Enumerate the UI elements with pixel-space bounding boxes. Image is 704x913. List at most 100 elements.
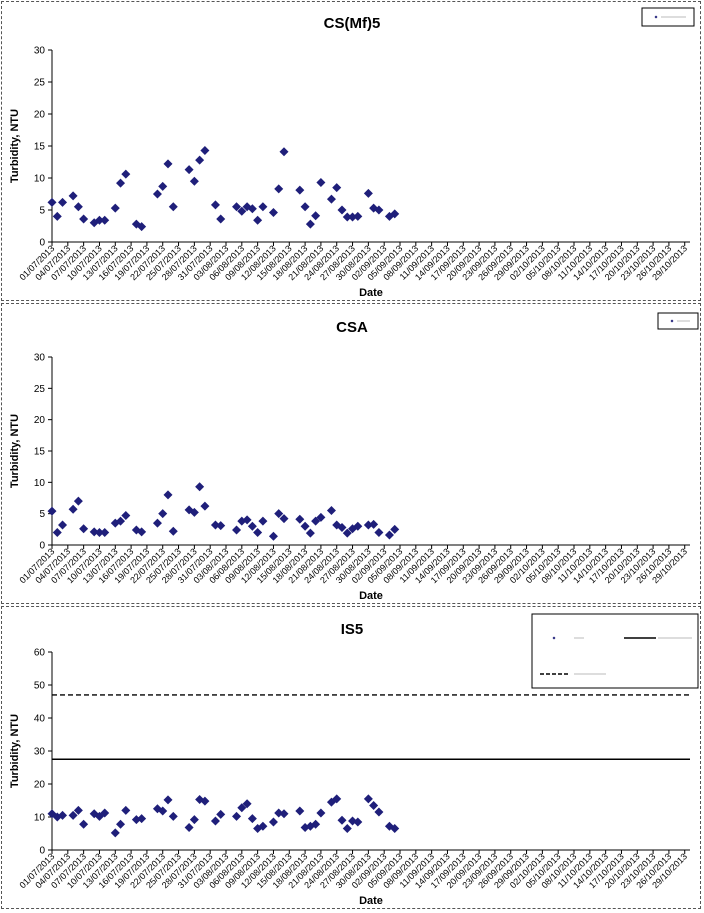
data-point: [116, 516, 126, 526]
data-point: [79, 214, 89, 224]
data-point: [189, 507, 199, 517]
data-point: [216, 809, 226, 819]
y-tick-label: 10: [34, 174, 46, 185]
data-point: [326, 506, 336, 516]
data-point: [247, 814, 257, 824]
data-point: [210, 816, 220, 826]
data-point: [137, 814, 147, 824]
y-tick-label: 40: [34, 714, 46, 725]
data-point: [332, 794, 342, 804]
y-tick-label: 50: [34, 681, 46, 692]
chart-panel-csa: CSA 0 5 10 15 20 25 30 Turbidity, NTU 01/07/2013 0…: [1, 303, 701, 604]
data-point: [311, 211, 321, 221]
data-point: [184, 823, 194, 833]
y-tick-label: 0: [39, 541, 45, 552]
data-point: [200, 796, 210, 806]
y-tick-label: 60: [34, 648, 46, 659]
data-point: [47, 506, 57, 516]
legend-box: [531, 613, 699, 689]
data-point: [337, 205, 347, 215]
data-point: [137, 527, 147, 537]
data-point: [305, 219, 315, 229]
y-tick-label: 10: [34, 478, 46, 489]
data-point: [258, 516, 268, 526]
data-point: [232, 811, 242, 821]
y-tick-label: 30: [34, 46, 46, 57]
data-point: [348, 816, 358, 826]
data-point: [89, 809, 99, 819]
data-point: [363, 794, 373, 804]
data-point: [116, 178, 126, 188]
data-point: [216, 214, 226, 224]
data-point: [116, 819, 126, 829]
data-point: [110, 203, 120, 213]
data-point: [253, 824, 263, 834]
data-point: [158, 181, 168, 191]
y-tick-label: 15: [34, 447, 46, 458]
data-point: [52, 527, 62, 537]
y-tick-label: 30: [34, 747, 46, 758]
x-axis-label: Date: [359, 590, 383, 602]
data-point: [184, 505, 194, 515]
data-point: [200, 501, 210, 511]
data-point: [47, 809, 57, 819]
data-point: [168, 526, 178, 536]
data-point: [279, 147, 289, 157]
data-point: [152, 189, 162, 199]
data-point: [73, 496, 83, 506]
data-point: [316, 177, 326, 187]
data-point: [369, 800, 379, 810]
data-point: [369, 519, 379, 529]
data-point: [232, 525, 242, 535]
data-point: [58, 520, 68, 530]
data-point: [242, 515, 252, 525]
data-point: [342, 212, 352, 222]
data-point: [390, 824, 400, 834]
data-point: [348, 212, 358, 222]
legend-marker: [552, 636, 556, 640]
data-point: [326, 194, 336, 204]
data-point: [268, 531, 278, 541]
data-point: [300, 521, 310, 531]
data-point: [242, 799, 252, 809]
data-point: [89, 527, 99, 537]
data-point: [195, 482, 205, 492]
chart-panel-is5: IS5 0 10 20 30 40 50 60 Turbidity, NTU 01/07/2013…: [1, 606, 701, 909]
chart-title: IS5: [341, 621, 364, 638]
data-point: [121, 511, 131, 521]
x-axis-label: Date: [359, 895, 383, 907]
y-axis-label: Turbidity, NTU: [9, 109, 21, 183]
data-point: [110, 518, 120, 528]
data-point: [342, 528, 352, 538]
data-point: [316, 512, 326, 522]
data-point: [353, 817, 363, 827]
data-point: [237, 516, 247, 526]
data-point: [363, 188, 373, 198]
y-tick-label: 5: [39, 206, 45, 217]
data-point: [232, 202, 242, 212]
data-point: [79, 524, 89, 534]
y-tick-label: 15: [34, 142, 46, 153]
data-point: [363, 520, 373, 530]
data-point: [121, 805, 131, 815]
data-point: [305, 528, 315, 538]
data-point: [247, 204, 257, 214]
y-tick-label: 25: [34, 78, 46, 89]
y-axis-label: Turbidity, NTU: [9, 714, 21, 788]
data-point: [94, 811, 104, 821]
data-point: [384, 530, 394, 540]
data-point: [268, 817, 278, 827]
data-point: [316, 808, 326, 818]
data-point: [374, 205, 384, 215]
data-point: [68, 504, 78, 514]
data-point: [295, 185, 305, 195]
data-point: [295, 514, 305, 524]
data-point: [311, 819, 321, 829]
data-point: [337, 522, 347, 532]
data-point: [374, 527, 384, 537]
data-point: [110, 828, 120, 838]
data-point: [237, 803, 247, 813]
y-tick-label: 0: [39, 846, 45, 857]
